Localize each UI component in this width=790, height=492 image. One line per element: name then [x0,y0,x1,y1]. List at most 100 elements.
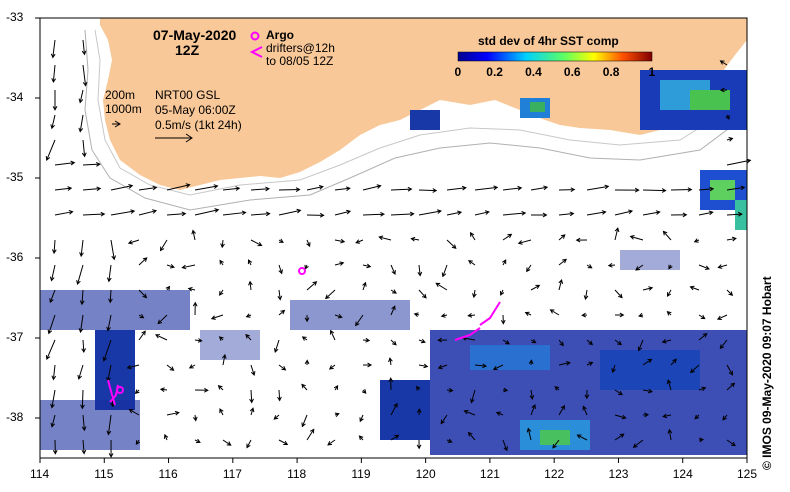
current-arrow [138,289,148,299]
current-arrow [614,389,623,396]
current-arrow [632,439,644,448]
current-arrow [635,264,644,271]
current-arrow [187,286,196,292]
current-arrow [446,210,463,216]
colorbar-tick-label: 0.6 [563,65,581,79]
current-arrow [726,364,733,376]
current-arrow [583,289,589,301]
current-arrow [210,314,224,320]
current-arrow [530,284,541,291]
current-arrow [437,364,448,370]
current-arrow [726,289,734,297]
current-arrow [304,359,310,366]
current-arrow [558,404,565,416]
current-arrow [106,264,112,283]
current-arrow [558,234,566,241]
current-arrow [217,384,224,391]
current-arrow [278,238,284,243]
current-arrow [278,309,286,316]
current-arrow [698,314,706,320]
current-arrow [159,387,168,392]
current-arrow [108,289,113,304]
current-arrow [157,314,168,325]
current-arrow [334,412,340,418]
current-arrow [446,239,457,250]
current-arrow [50,389,56,409]
current-arrow [662,230,672,241]
current-arrow [418,363,429,369]
current-arrow [194,338,203,343]
current-arrow [390,186,413,192]
current-arrow [435,282,448,291]
current-arrow [725,114,730,120]
lon-tick-label: 115 [94,467,114,481]
current-arrow [334,261,345,266]
current-arrow [468,259,476,266]
drifter-track [107,379,116,406]
argo-float [298,267,306,275]
current-arrow [469,231,476,241]
isobath-200-label: 200m [105,88,136,102]
lon-tick-label: 121 [479,467,500,481]
current-arrow [502,439,508,452]
current-arrow [502,387,509,393]
current-arrow [614,187,640,193]
current-arrow [726,382,736,391]
current-arrow [359,414,364,423]
current-arrow [446,387,454,393]
current-arrow [440,313,448,318]
current-arrow [558,360,571,366]
colorbar-tick-label: 0 [454,65,462,79]
current-arrow [629,235,644,241]
colorbar-title: std dev of 4hr SST comp [478,34,619,48]
current-arrow [278,187,301,192]
current-arrow [47,314,56,335]
current-arrow [108,439,114,458]
current-arrow [418,289,427,299]
current-arrow [50,114,56,130]
drifters-legend-label: drifters@12h [266,41,335,55]
current-arrow [194,438,201,444]
current-arrow [106,314,112,332]
current-vectors [45,39,752,458]
current-arrow [82,186,102,192]
colorbar-gradient [457,51,653,62]
current-arrow [666,379,672,391]
current-arrow [138,209,158,216]
current-arrow [470,389,476,404]
current-arrow [472,289,477,299]
current-arrow [698,264,710,270]
current-arrow [390,264,396,276]
current-arrow [76,264,84,286]
current-arrow [81,139,87,158]
current-arrow [584,389,590,400]
current-arrow [218,336,224,341]
current-arrow [666,310,672,316]
lon-tick-label: 122 [544,467,565,481]
current-arrow [416,385,421,391]
current-arrow [502,339,510,345]
current-arrow [390,289,397,294]
current-arrow [138,314,145,319]
current-arrow [526,264,532,273]
current-arrow [719,87,728,93]
current-arrow [693,238,700,243]
current-arrow [82,211,106,217]
isobath-1000m [84,29,748,211]
current-arrow [642,188,667,193]
current-arrow [390,434,400,441]
current-arrow [81,414,87,432]
product-label: NRT00 GSL [155,88,221,102]
current-arrow [301,414,308,428]
current-arrow [437,337,448,343]
current-arrow [558,258,567,266]
isobath-1000-label: 1000m [105,102,142,116]
lat-tick-label: -37 [6,330,24,344]
current-arrow [440,414,448,425]
current-arrow [277,389,282,402]
current-arrow [388,377,394,391]
current-arrow [614,339,623,346]
current-arrow [306,281,318,291]
current-arrow [575,237,588,243]
current-arrow [530,404,536,416]
